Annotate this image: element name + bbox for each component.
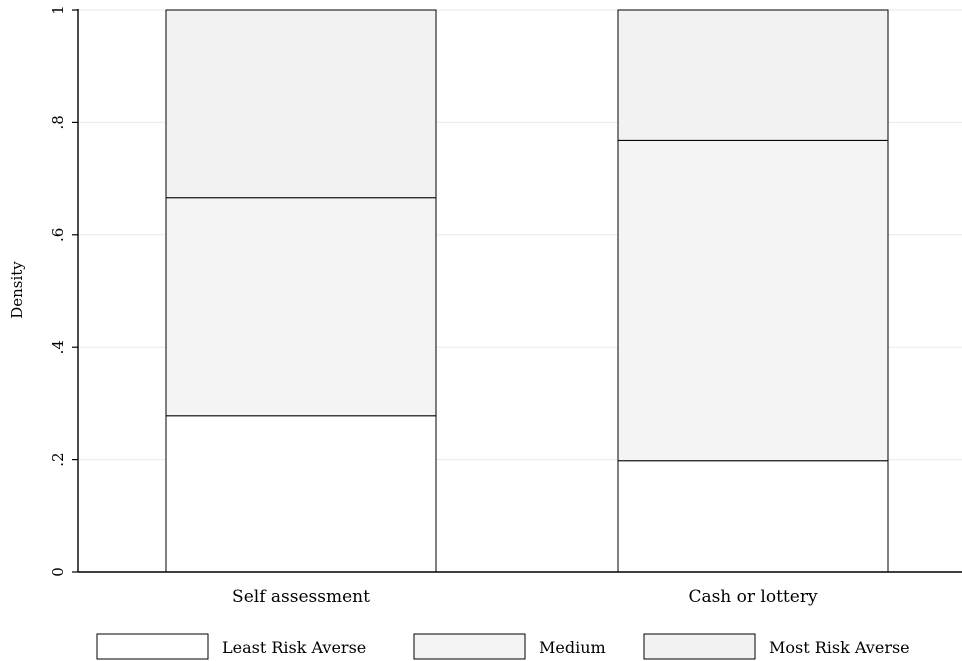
legend-swatch-0 <box>96 633 209 660</box>
legend-label-1: Medium <box>539 638 606 657</box>
legend: Least Risk Averse Medium Most Risk Averse <box>96 633 910 660</box>
y-tick-label-3: .6 <box>49 228 67 242</box>
bar-0-2 <box>165 9 437 199</box>
y-ticks: 0 .2 .4 .6 .8 1 <box>49 5 78 577</box>
y-tick-label-2: .4 <box>49 340 67 354</box>
y-axis-title: Density <box>8 261 26 319</box>
bar-0-0 <box>165 415 437 573</box>
category-label-0: Self assessment <box>232 587 370 607</box>
legend-swatch-1 <box>413 633 526 660</box>
y-tick-label-5: 1 <box>49 5 67 15</box>
category-label-1: Cash or lottery <box>688 587 818 607</box>
legend-swatch-2 <box>643 633 756 660</box>
legend-label-0: Least Risk Averse <box>222 638 366 657</box>
bar-1-0 <box>617 460 889 573</box>
y-tick-label-4: .8 <box>49 115 67 129</box>
bars <box>165 9 889 573</box>
y-tick-label-1: .2 <box>49 452 67 466</box>
category-labels: Self assessment Cash or lottery <box>232 587 818 607</box>
axes <box>77 9 962 573</box>
bar-0-1 <box>165 197 437 417</box>
bar-1-1 <box>617 139 889 462</box>
bar-1-2 <box>617 9 889 141</box>
legend-label-2: Most Risk Averse <box>769 638 910 657</box>
y-tick-label-0: 0 <box>49 567 67 577</box>
